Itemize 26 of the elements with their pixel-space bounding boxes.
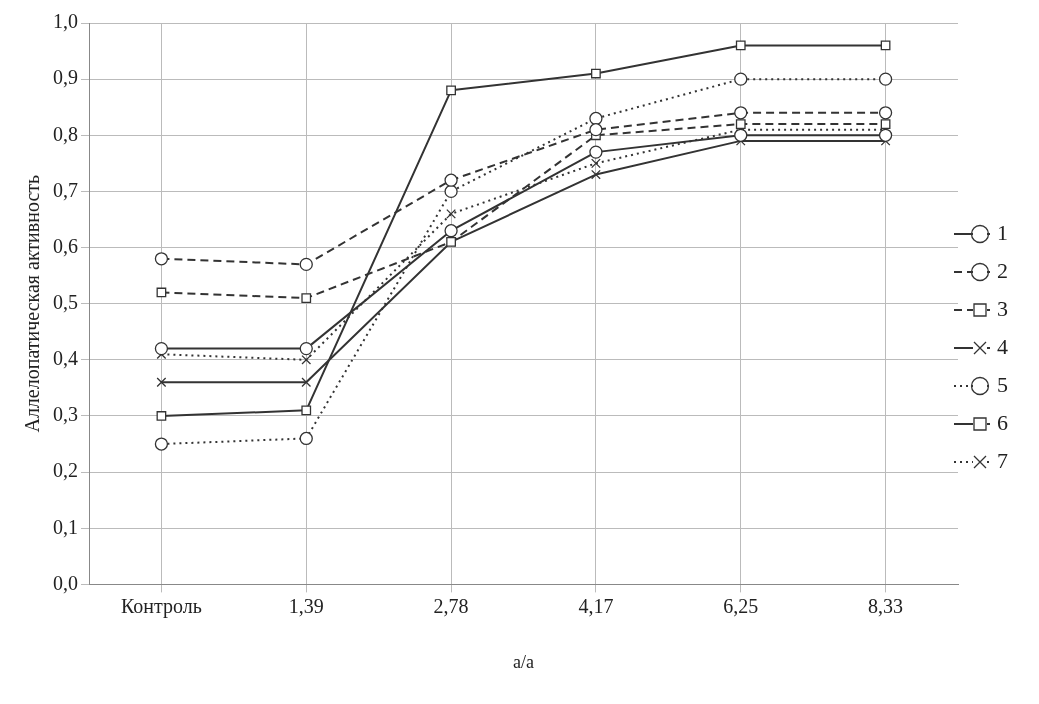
y-tick-label: 0,3 (53, 403, 78, 426)
y-tick-label: 0,0 (53, 571, 78, 594)
y-tick-label: 0,2 (53, 459, 78, 482)
legend-label: 3 (997, 295, 1008, 321)
legend-label: 2 (997, 257, 1008, 283)
legend-label: 7 (997, 447, 1008, 473)
x-tick-label: 1,39 (288, 594, 324, 617)
y-tick-label: 0,7 (53, 178, 78, 201)
x-tick-label: 8,33 (868, 594, 904, 617)
x-tick-label: 4,17 (578, 594, 614, 617)
x-tick-label: 6,25 (723, 594, 759, 617)
legend-label: 5 (997, 371, 1008, 397)
y-tick-label: 1,0 (53, 10, 78, 33)
y-tick-label: 0,4 (53, 347, 78, 370)
y-axis-title: Аллелопатическая активность (21, 174, 44, 433)
legend-label: 4 (997, 333, 1008, 359)
y-tick-label: 0,6 (53, 234, 78, 257)
y-tick-label: 0,5 (53, 290, 78, 313)
x-tick-label: 2,78 (433, 594, 469, 617)
y-tick-label: 0,9 (53, 66, 78, 89)
legend-label: 6 (997, 409, 1008, 435)
x-axis-title: а/а (513, 651, 534, 672)
y-tick-label: 0,1 (53, 515, 78, 538)
legend-label: 1 (997, 219, 1008, 245)
x-tick-label: Контроль (120, 594, 202, 618)
y-tick-label: 0,8 (53, 122, 78, 145)
